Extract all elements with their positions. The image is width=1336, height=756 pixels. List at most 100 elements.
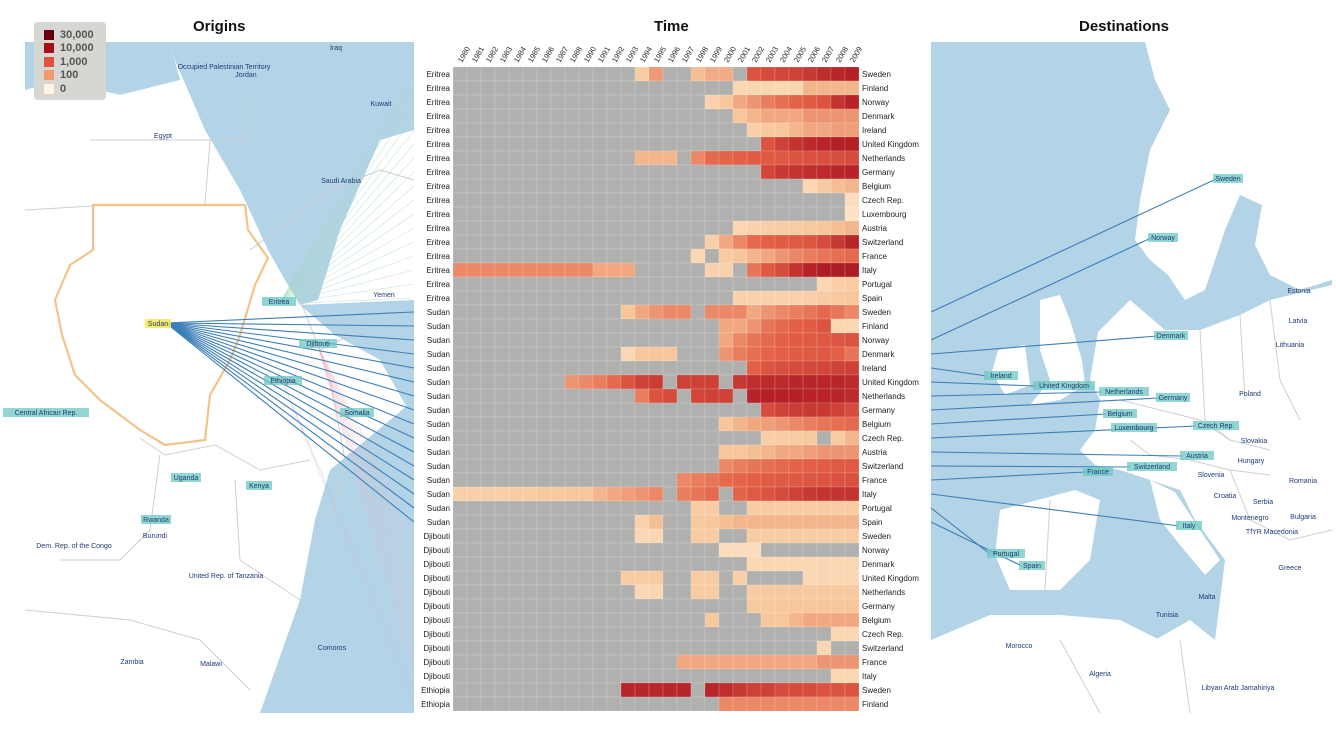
heatmap-row[interactable]: Eritrea Luxembourg	[426, 206, 906, 222]
heatmap-cell[interactable]	[830, 262, 846, 278]
heatmap-cell[interactable]	[508, 94, 524, 110]
heatmap-cell[interactable]	[676, 570, 692, 586]
heatmap-cell[interactable]	[830, 94, 846, 110]
heatmap-cell[interactable]	[718, 206, 734, 222]
heatmap-cell[interactable]	[844, 654, 860, 670]
heatmap-cell[interactable]	[788, 262, 804, 278]
heatmap-cell[interactable]	[788, 402, 804, 418]
heatmap-row[interactable]: Sudan Austria	[427, 444, 888, 460]
heatmap-cell[interactable]	[578, 542, 594, 558]
heatmap-cell[interactable]	[634, 122, 650, 138]
heatmap-cell[interactable]	[564, 136, 580, 152]
heatmap-cell[interactable]	[634, 500, 650, 516]
heatmap-cell[interactable]	[718, 374, 734, 390]
heatmap-cell[interactable]	[718, 668, 734, 684]
origin-row-label[interactable]: Sudan	[427, 392, 450, 401]
heatmap-cell[interactable]	[578, 164, 594, 180]
origin-row-label[interactable]: Djibouti	[423, 644, 450, 653]
heatmap-row[interactable]: Eritrea Czech Rep.	[426, 192, 904, 208]
heatmap-cell[interactable]	[774, 640, 790, 656]
heatmap-cell[interactable]	[760, 374, 776, 390]
heatmap-cell[interactable]	[522, 220, 538, 236]
heatmap-cell[interactable]	[760, 654, 776, 670]
destination-place[interactable]: Denmark	[1154, 331, 1188, 340]
heatmap-cell[interactable]	[690, 290, 706, 306]
heatmap-cell[interactable]	[536, 234, 552, 250]
heatmap-row[interactable]: Sudan Belgium	[427, 416, 891, 432]
heatmap-cell[interactable]	[732, 346, 748, 362]
heatmap-cell[interactable]	[494, 416, 510, 432]
heatmap-cell[interactable]	[480, 234, 496, 250]
heatmap-cell[interactable]	[788, 388, 804, 404]
heatmap-cell[interactable]	[718, 486, 734, 502]
heatmap-cell[interactable]	[760, 472, 776, 488]
heatmap-cell[interactable]	[704, 150, 720, 166]
origin-row-label[interactable]: Djibouti	[423, 658, 450, 667]
heatmap-cell[interactable]	[522, 360, 538, 376]
heatmap-cell[interactable]	[564, 696, 580, 712]
heatmap-cell[interactable]	[732, 318, 748, 334]
heatmap-cell[interactable]	[704, 472, 720, 488]
heatmap-cell[interactable]	[704, 360, 720, 376]
heatmap-cell[interactable]	[746, 346, 762, 362]
heatmap-cell[interactable]	[816, 276, 832, 292]
heatmap-cell[interactable]	[508, 360, 524, 376]
heatmap-cell[interactable]	[480, 178, 496, 194]
heatmap-cell[interactable]	[494, 276, 510, 292]
destination-place[interactable]: Algeria	[1089, 671, 1111, 678]
heatmap-cell[interactable]	[844, 248, 860, 264]
heatmap-cell[interactable]	[522, 332, 538, 348]
heatmap-cell[interactable]	[774, 318, 790, 334]
heatmap-cell[interactable]	[676, 696, 692, 712]
heatmap-cell[interactable]	[816, 290, 832, 306]
origin-place[interactable]: Occupied Palestinian Territory	[178, 64, 271, 71]
heatmap-cell[interactable]	[760, 514, 776, 530]
heatmap-cell[interactable]	[508, 514, 524, 530]
heatmap-cell[interactable]	[844, 556, 860, 572]
heatmap-cell[interactable]	[634, 346, 650, 362]
heatmap-cell[interactable]	[494, 178, 510, 194]
origin-row-label[interactable]: Sudan	[427, 420, 450, 429]
heatmap-cell[interactable]	[508, 178, 524, 194]
heatmap-cell[interactable]	[844, 514, 860, 530]
heatmap-cell[interactable]	[816, 192, 832, 208]
origin-row-label[interactable]: Eritrea	[426, 154, 450, 163]
heatmap-cell[interactable]	[564, 304, 580, 320]
heatmap-cell[interactable]	[830, 360, 846, 376]
heatmap-cell[interactable]	[466, 150, 482, 166]
heatmap-cell[interactable]	[816, 234, 832, 250]
heatmap-cell[interactable]	[774, 458, 790, 474]
heatmap-cell[interactable]	[718, 472, 734, 488]
heatmap-cell[interactable]	[452, 220, 468, 236]
heatmap-cell[interactable]	[774, 500, 790, 516]
heatmap-row[interactable]: Djibouti Norway	[423, 542, 889, 558]
heatmap-cell[interactable]	[634, 542, 650, 558]
heatmap-cell[interactable]	[508, 248, 524, 264]
heatmap-cell[interactable]	[480, 248, 496, 264]
heatmap-cell[interactable]	[648, 108, 664, 124]
heatmap-cell[interactable]	[466, 458, 482, 474]
heatmap-cell[interactable]	[550, 80, 566, 96]
heatmap-cell[interactable]	[606, 94, 622, 110]
heatmap-cell[interactable]	[844, 374, 860, 390]
heatmap-cell[interactable]	[606, 318, 622, 334]
heatmap-cell[interactable]	[620, 472, 636, 488]
heatmap-cell[interactable]	[564, 374, 580, 390]
heatmap-cell[interactable]	[452, 108, 468, 124]
heatmap-cell[interactable]	[606, 388, 622, 404]
heatmap-cell[interactable]	[704, 626, 720, 642]
heatmap-cell[interactable]	[718, 430, 734, 446]
heatmap-cell[interactable]	[816, 626, 832, 642]
heatmap-cell[interactable]	[816, 444, 832, 460]
heatmap-cell[interactable]	[704, 304, 720, 320]
heatmap-cell[interactable]	[648, 220, 664, 236]
heatmap-cell[interactable]	[788, 458, 804, 474]
heatmap-cell[interactable]	[564, 66, 580, 82]
heatmap-cell[interactable]	[620, 304, 636, 320]
heatmap-cell[interactable]	[676, 80, 692, 96]
heatmap-cell[interactable]	[508, 80, 524, 96]
heatmap-cell[interactable]	[508, 206, 524, 222]
heatmap-cell[interactable]	[494, 402, 510, 418]
heatmap-cell[interactable]	[508, 682, 524, 698]
